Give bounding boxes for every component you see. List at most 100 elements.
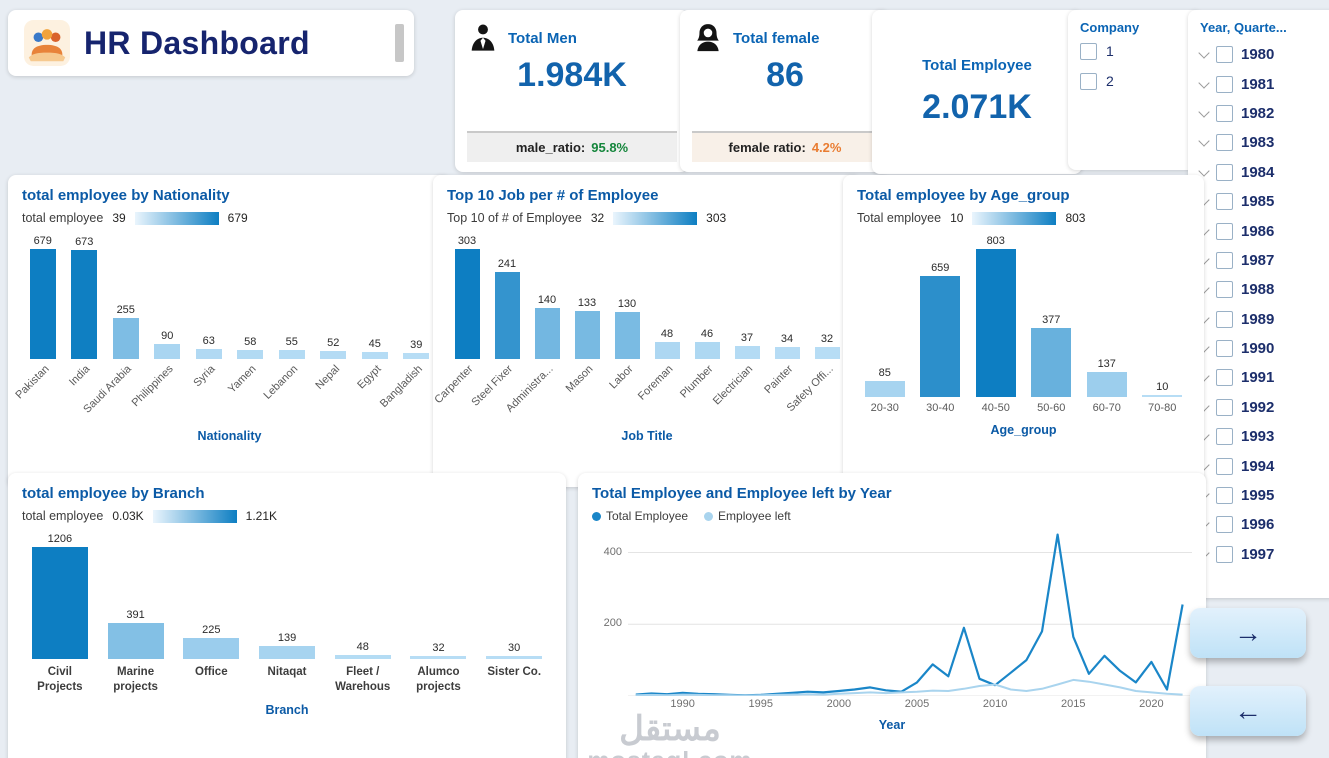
bar[interactable]: [334, 654, 391, 659]
total-men-card: Total Men 1.984K male_ratio: 95.8%: [455, 10, 689, 172]
bar-plot: 1206 391 225 139 48 32 30 Civil Projects Marine …: [22, 529, 552, 697]
year-label: 1992: [1241, 398, 1275, 416]
chevron-down-icon[interactable]: [1198, 106, 1210, 118]
year-slicer-item[interactable]: 1987: [1198, 246, 1329, 275]
bar[interactable]: [534, 308, 560, 359]
year-slicer-item[interactable]: 1994: [1198, 451, 1329, 480]
year-slicer-item[interactable]: 1986: [1198, 216, 1329, 245]
bar-column: 39: [396, 339, 438, 359]
bar[interactable]: [183, 638, 240, 659]
bar[interactable]: [920, 275, 961, 397]
checkbox[interactable]: [1216, 281, 1233, 299]
bar[interactable]: [71, 249, 98, 359]
year-slicer-item[interactable]: 1991: [1198, 363, 1329, 392]
year-slicer-item[interactable]: 1981: [1198, 69, 1329, 98]
gradient-bar: [152, 509, 237, 523]
checkbox[interactable]: [1216, 487, 1233, 505]
year-slicer-item[interactable]: 1989: [1198, 305, 1329, 334]
bar[interactable]: [278, 350, 305, 359]
bar-column: 130: [607, 298, 647, 359]
category-cell: 40-50: [968, 397, 1024, 417]
year-slicer-item[interactable]: 1993: [1198, 422, 1329, 451]
company-option[interactable]: 2: [1080, 67, 1190, 95]
legend-item[interactable]: Total Employee: [592, 509, 688, 523]
checkbox[interactable]: [1216, 398, 1233, 416]
bar[interactable]: [454, 249, 480, 359]
checkbox[interactable]: [1216, 222, 1233, 240]
year-slicer-item[interactable]: 1985: [1198, 187, 1329, 216]
checkbox[interactable]: [1216, 104, 1233, 122]
bar-column: 63: [188, 335, 230, 359]
bar[interactable]: [774, 346, 800, 359]
bar[interactable]: [361, 351, 388, 359]
year-slicer-item[interactable]: 1992: [1198, 393, 1329, 422]
age-group-chart-card: Total employee by Age_group Total employ…: [843, 175, 1204, 487]
chevron-down-icon[interactable]: [1198, 165, 1210, 177]
bar[interactable]: [31, 547, 88, 659]
checkbox[interactable]: [1216, 75, 1233, 93]
chevron-down-icon[interactable]: [1198, 76, 1210, 89]
checkbox[interactable]: [1216, 428, 1233, 446]
bar[interactable]: [574, 310, 600, 359]
kpi-value: 1.984K: [517, 56, 627, 94]
company-option[interactable]: 1: [1080, 37, 1190, 65]
chart-title: total employee by Branch: [22, 485, 205, 502]
bar[interactable]: [486, 656, 543, 659]
checkbox[interactable]: [1216, 193, 1233, 211]
bar[interactable]: [410, 656, 467, 659]
legend-item[interactable]: Employee left: [704, 509, 791, 523]
bar[interactable]: [614, 311, 640, 359]
next-page-button[interactable]: →: [1190, 608, 1306, 658]
bar[interactable]: [403, 352, 430, 359]
checkbox[interactable]: [1216, 340, 1233, 358]
bar-value-label: 659: [931, 261, 950, 274]
bar[interactable]: [154, 344, 181, 359]
chevron-down-icon[interactable]: [1198, 47, 1210, 59]
checkbox[interactable]: [1216, 134, 1233, 152]
year-slicer-item[interactable]: 1990: [1198, 334, 1329, 363]
category-cell: Safety Offi...: [784, 359, 847, 423]
year-slicer-item[interactable]: 1988: [1198, 275, 1329, 304]
bar-value-label: 679: [33, 235, 52, 247]
checkbox[interactable]: [1080, 72, 1097, 90]
bar[interactable]: [734, 345, 760, 359]
bar[interactable]: [1142, 395, 1183, 397]
bar[interactable]: [654, 341, 680, 359]
year-slicer-item[interactable]: 1995: [1198, 481, 1329, 510]
year-slicer-item[interactable]: 1982: [1198, 99, 1329, 128]
checkbox[interactable]: [1216, 516, 1233, 534]
chevron-down-icon[interactable]: [1198, 135, 1210, 148]
female-ratio-strip: female ratio: 4.2%: [692, 131, 878, 162]
year-slicer-item[interactable]: 1980: [1198, 40, 1329, 69]
scrollbar-thumb[interactable]: [395, 24, 404, 62]
bar[interactable]: [320, 350, 347, 359]
category-cell: Civil Projects: [22, 659, 98, 697]
bar[interactable]: [975, 249, 1016, 397]
checkbox[interactable]: [1216, 46, 1233, 64]
year-slicer-item[interactable]: 1996: [1198, 510, 1329, 539]
bar[interactable]: [864, 381, 905, 397]
bar[interactable]: [1086, 371, 1127, 397]
bar[interactable]: [694, 342, 720, 359]
checkbox[interactable]: [1216, 163, 1233, 181]
year-slicer-item[interactable]: 1983: [1198, 128, 1329, 157]
checkbox[interactable]: [1080, 42, 1097, 60]
bar[interactable]: [107, 622, 164, 659]
bar[interactable]: [195, 348, 222, 359]
bar[interactable]: [112, 317, 139, 359]
bar[interactable]: [814, 347, 840, 359]
prev-page-button[interactable]: ←: [1190, 686, 1306, 736]
year-slicer-item[interactable]: 1984: [1198, 158, 1329, 187]
year-slicer-item[interactable]: 1997: [1198, 540, 1329, 569]
checkbox[interactable]: [1216, 457, 1233, 475]
checkbox[interactable]: [1216, 545, 1233, 563]
bar[interactable]: [29, 249, 56, 359]
bar[interactable]: [259, 646, 316, 659]
bar[interactable]: [494, 271, 520, 359]
checkbox[interactable]: [1216, 251, 1233, 269]
checkbox[interactable]: [1216, 369, 1233, 387]
bar[interactable]: [237, 349, 264, 359]
checkbox[interactable]: [1216, 310, 1233, 328]
bar[interactable]: [1031, 327, 1072, 397]
line-chart-svg: [628, 533, 1192, 697]
